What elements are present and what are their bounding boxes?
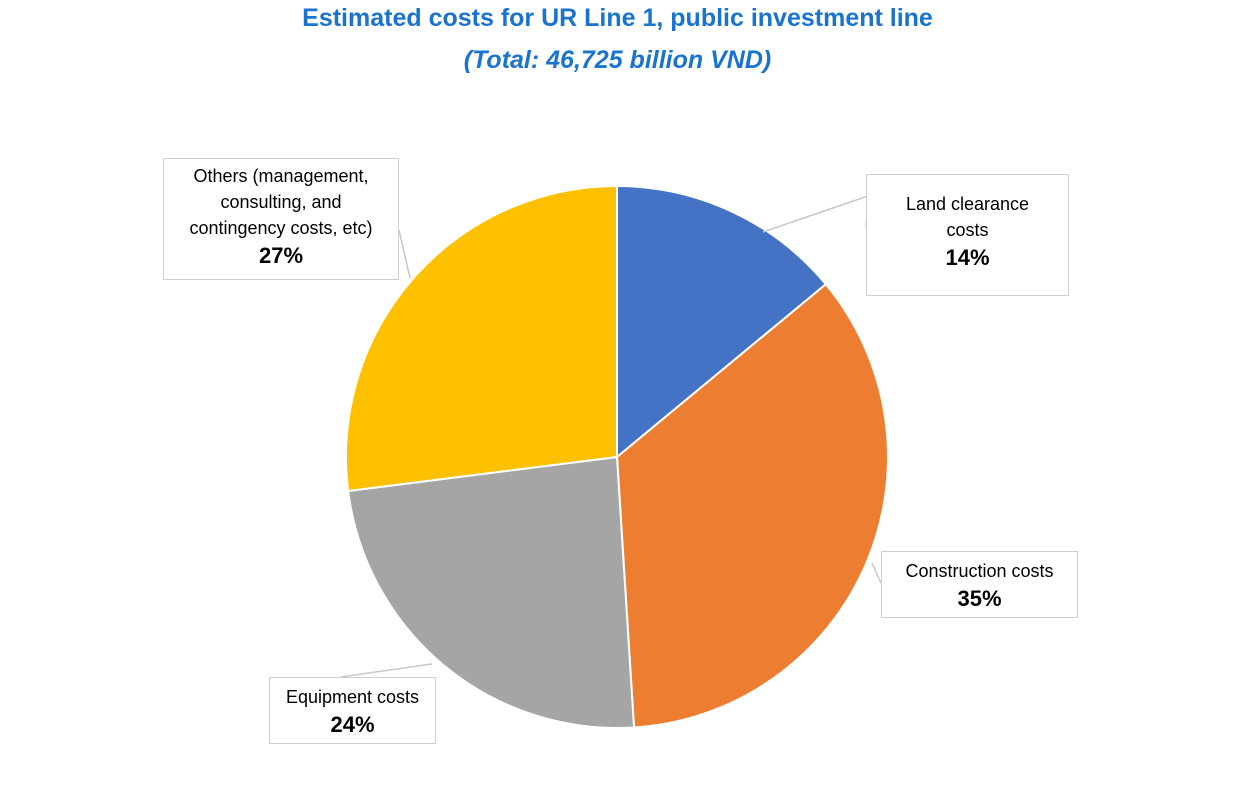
- slice-value-label: 35%: [957, 586, 1002, 611]
- slice-value-label: 27%: [258, 243, 304, 268]
- chart-subtitle: (Total: 46,725 billion VND): [463, 46, 772, 74]
- pie-slice-1: [615, 282, 889, 729]
- leader-line-2: [340, 663, 433, 678]
- callout-equipment: Equipment costs 24%: [269, 677, 436, 744]
- slice-label: Land clearance costs: [905, 194, 1030, 240]
- leader-line-1: [871, 562, 882, 584]
- pie-slice-2: [347, 455, 636, 729]
- pie-slices: [345, 184, 889, 729]
- slice-label: Construction costs: [905, 561, 1054, 581]
- pie-slice-0: [616, 184, 828, 460]
- slice-label: Others (management, consulting, and contin…: [189, 166, 373, 238]
- callout-land-clearance: Land clearance costs 14%: [866, 174, 1069, 296]
- callout-construction: Construction costs 35%: [881, 551, 1078, 618]
- slice-value-label: 14%: [945, 245, 990, 270]
- leader-line-0: [762, 194, 869, 233]
- chart-title: Estimated costs for UR Line 1, public in…: [302, 4, 933, 32]
- slice-value-label: 24%: [330, 712, 375, 737]
- slice-label: Equipment costs: [285, 687, 420, 707]
- callout-others: Others (management, consulting, and contin…: [163, 158, 399, 280]
- pie-slice-3: [345, 184, 618, 493]
- leader-line-3: [398, 229, 411, 279]
